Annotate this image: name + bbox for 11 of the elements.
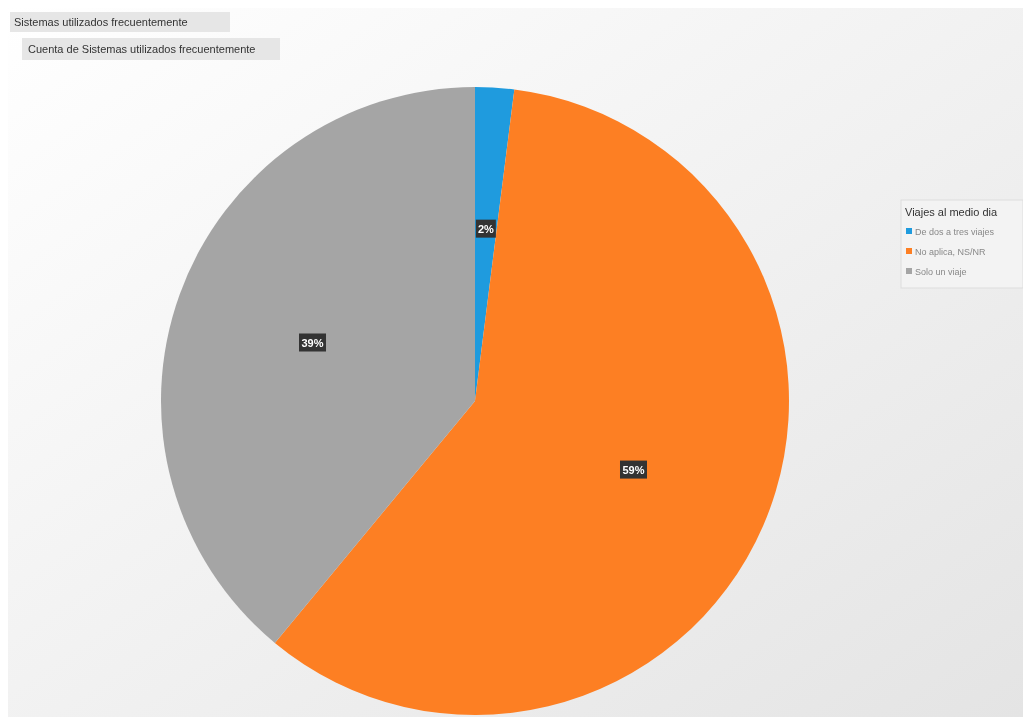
legend-title: Viajes al medio dia (905, 206, 999, 218)
chart-subtitle: Cuenta de Sistemas utilizados frecuentemente (28, 43, 256, 55)
data-label: 59% (622, 463, 645, 476)
pie-slice (274, 89, 789, 715)
pie-slice (161, 87, 475, 643)
chart-title: Sistemas utilizados frecuentemente (14, 16, 188, 28)
legend-label: No aplica, NS/NR (915, 247, 987, 257)
data-label: 39% (301, 336, 324, 349)
legend-label: De dos a tres viajes (915, 227, 995, 237)
data-label: 2% (477, 222, 495, 235)
legend-label: Solo un viaje (915, 267, 967, 277)
